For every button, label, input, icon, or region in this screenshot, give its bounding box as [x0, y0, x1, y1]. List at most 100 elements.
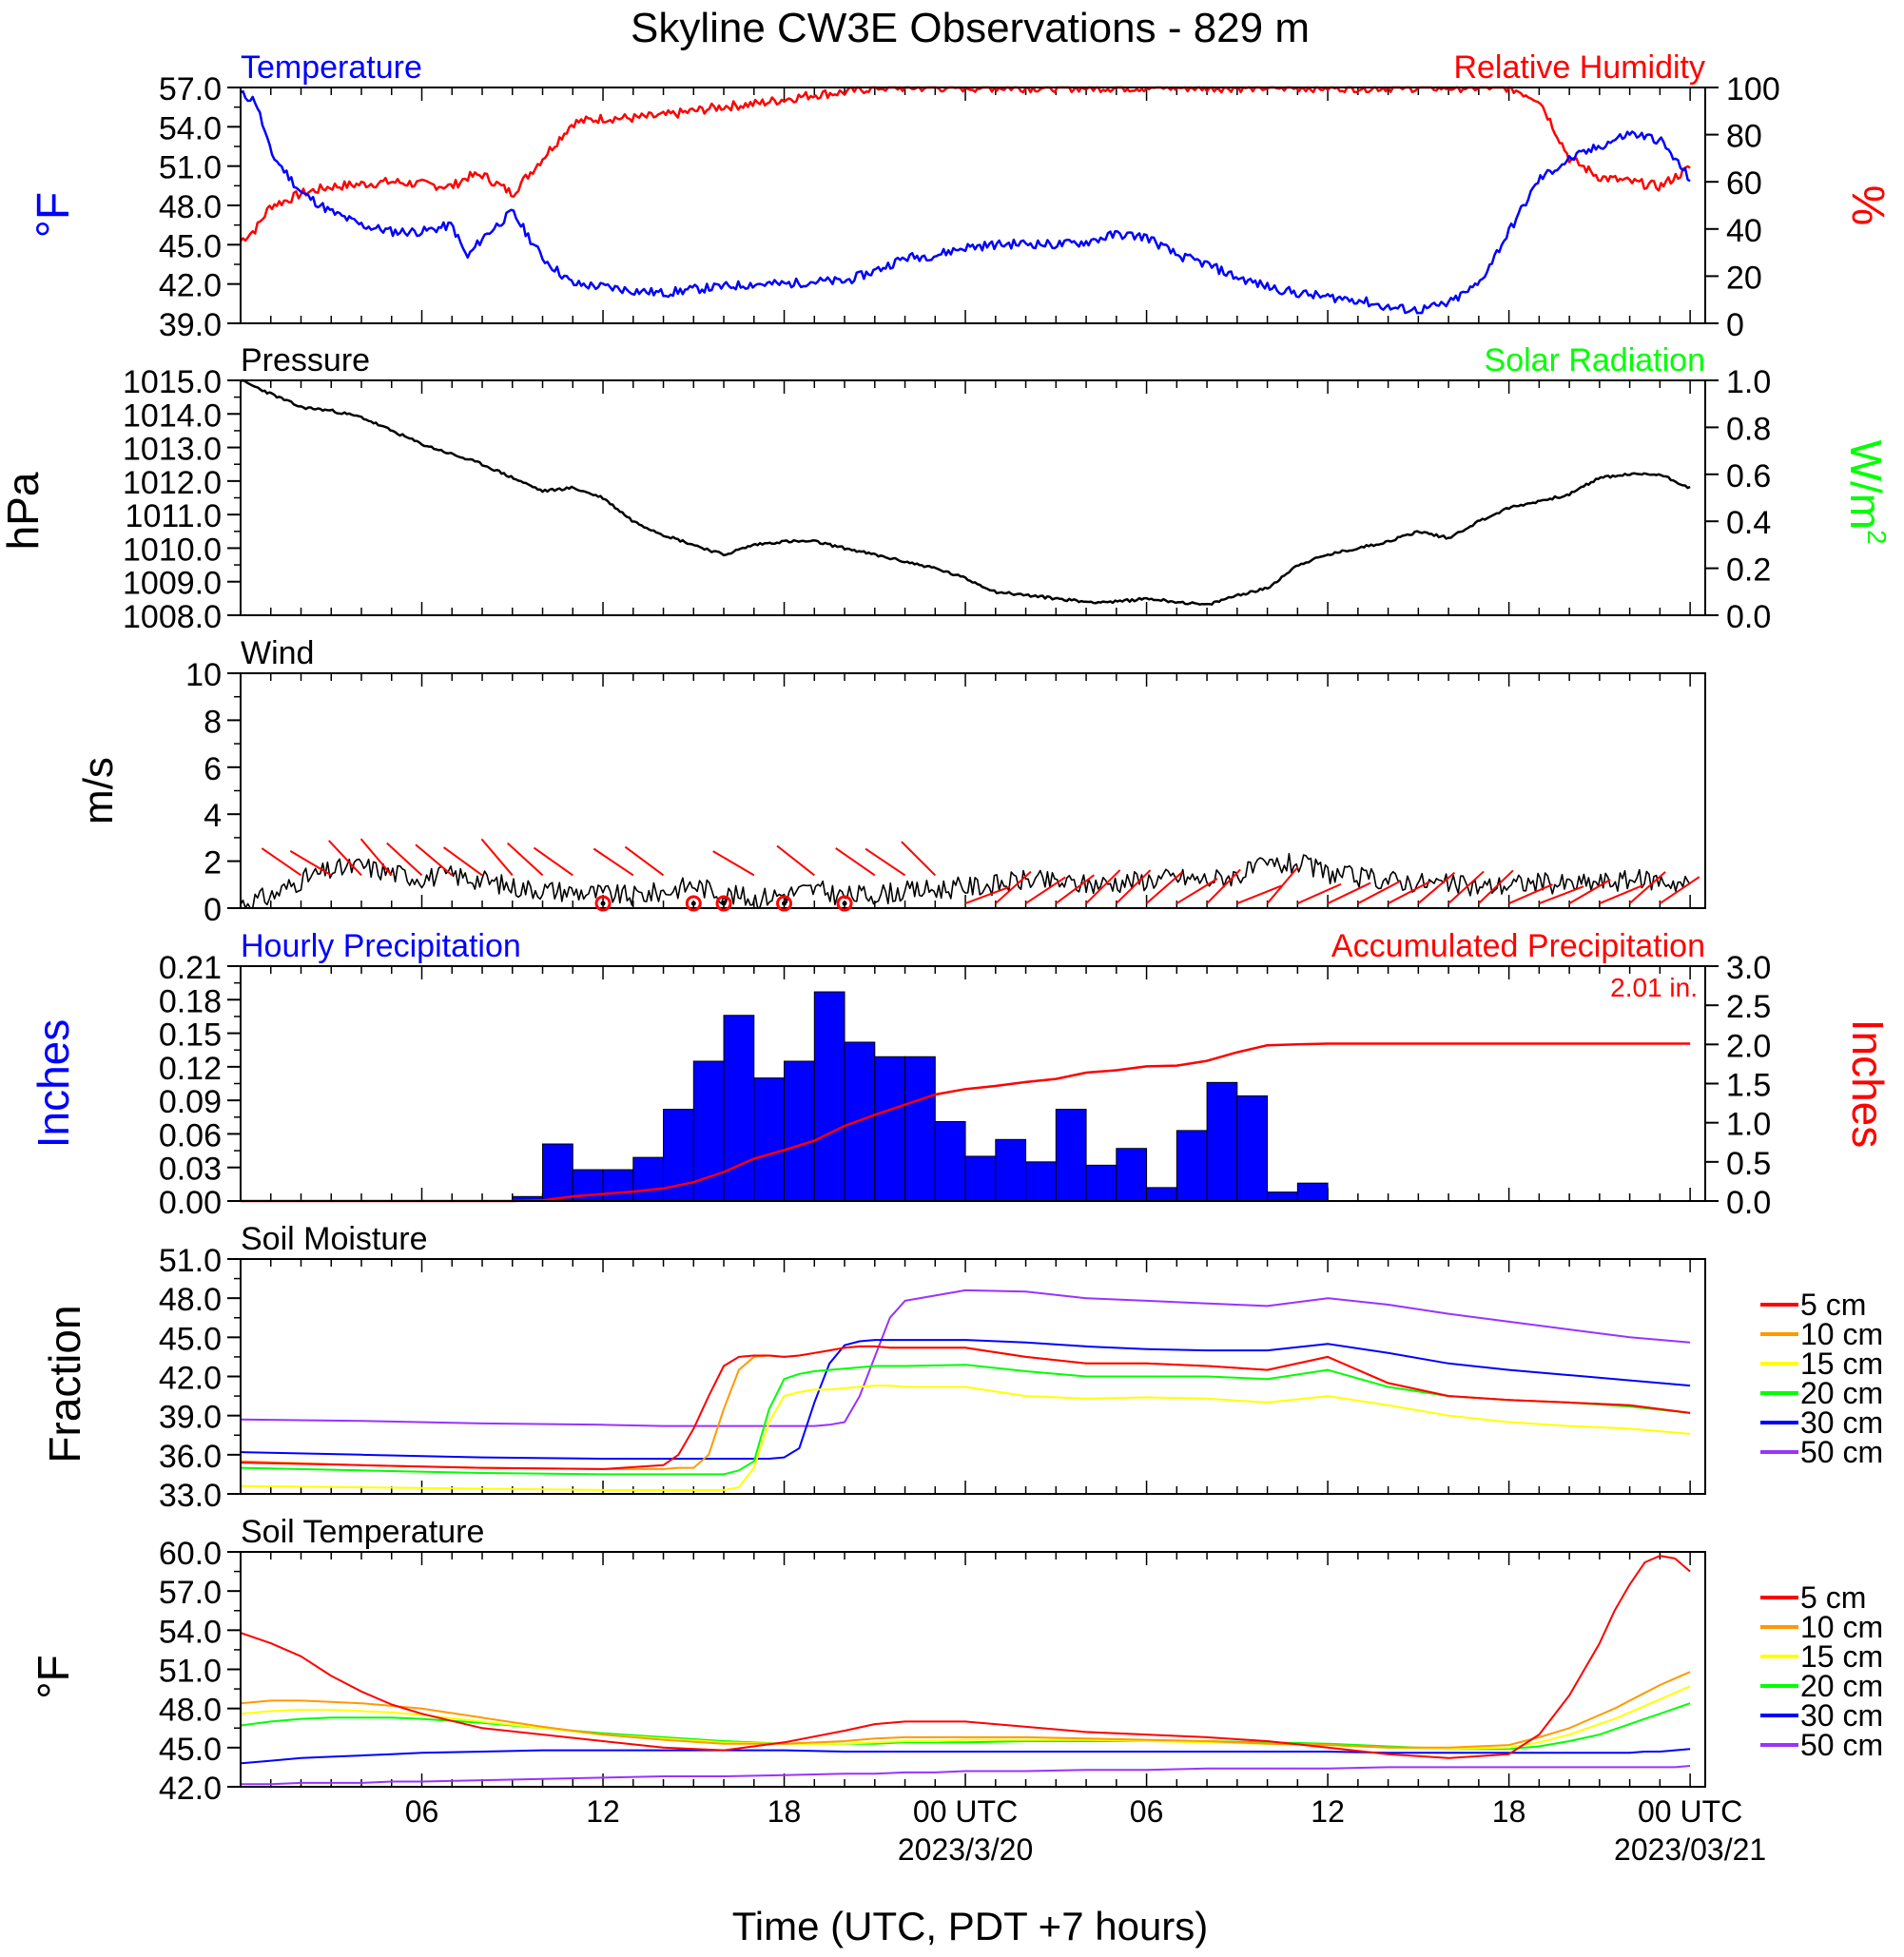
- panels: 57.054.051.048.045.042.039.0100806040200…: [0, 49, 1893, 1807]
- precip-bar: [964, 1155, 997, 1202]
- wind-barb: [289, 850, 332, 877]
- legend-label: 5 cm: [1800, 1288, 1866, 1322]
- panel-precipitation: 0.210.180.150.120.090.060.030.003.02.52.…: [29, 928, 1893, 1221]
- y-tick-label-left: 42.0: [159, 268, 222, 304]
- precip-bar: [542, 1143, 573, 1202]
- y-tick-label-left: 0.00: [159, 1185, 222, 1221]
- soil-line-10cm: [240, 1671, 1691, 1749]
- soil-line-15cm: [240, 1385, 1691, 1491]
- precip-bar: [632, 1156, 665, 1202]
- y-tick-label-left: 60.0: [159, 1536, 222, 1572]
- y-tick-label-left: 0.18: [159, 983, 222, 1019]
- soil-line-20cm: [240, 1702, 1691, 1751]
- wind-barb: [1478, 869, 1514, 904]
- panel-title-left: Temperature: [241, 49, 422, 86]
- x-tick-label: 00 UTC: [913, 1794, 1018, 1829]
- precip-bar: [1025, 1161, 1057, 1202]
- precip-bar: [904, 1056, 936, 1202]
- wind-barb: [1568, 879, 1611, 904]
- x-tick-label: 12: [1311, 1794, 1345, 1829]
- y-tick-label-left: 2: [204, 845, 222, 882]
- y-axis-label-left: °F: [29, 192, 79, 239]
- wind-barb: [776, 844, 815, 877]
- y-tick-label-left: 45.0: [159, 1321, 222, 1357]
- y-tick-label-left: 39.0: [159, 1400, 222, 1436]
- wind-barb: [901, 841, 937, 877]
- x-tick-label: 18: [767, 1794, 802, 1829]
- y-tick-label-right: 1.5: [1726, 1068, 1771, 1104]
- calm-wind-marker: [776, 895, 793, 912]
- wind-barb: [1175, 878, 1218, 904]
- y-tick-label-left: 1012.0: [123, 465, 222, 501]
- panel-title-right: Accumulated Precipitation: [1331, 928, 1705, 964]
- wind-barb: [359, 838, 393, 877]
- precip-bar: [1206, 1081, 1238, 1202]
- date-label: 2023/3/20: [898, 1832, 1033, 1867]
- y-tick-label-left: 33.0: [159, 1478, 222, 1514]
- y-tick-label-right: 20: [1726, 260, 1762, 296]
- x-tick-label: 06: [405, 1794, 439, 1829]
- y-axis-label-left: hPa: [0, 472, 48, 550]
- y-tick-label-right: 60: [1726, 165, 1762, 202]
- y-tick-label-right: 0.0: [1726, 1185, 1771, 1221]
- y-tick-label-left: 8: [204, 704, 222, 740]
- precip-bar: [723, 1015, 755, 1202]
- wind-barb: [1599, 883, 1644, 904]
- y-tick-label-left: 39.0: [159, 307, 222, 343]
- wind-barb: [480, 838, 514, 877]
- y-tick-label-right: 0.0: [1726, 599, 1771, 635]
- precip-bar: [1116, 1148, 1148, 1202]
- y-tick-label-left: 0: [204, 892, 222, 928]
- soil-line-20cm: [240, 1364, 1691, 1476]
- y-tick-label-right: 1.0: [1726, 364, 1771, 400]
- soil-line-5cm: [240, 1345, 1691, 1470]
- legend-label: 50 cm: [1800, 1435, 1883, 1469]
- wind-barb: [1085, 869, 1121, 904]
- y-tick-label-left: 0.21: [159, 950, 222, 986]
- wind-barb: [1055, 874, 1096, 904]
- legend-label: 20 cm: [1800, 1376, 1883, 1410]
- wind-barb: [1327, 882, 1371, 904]
- y-tick-label-right: 0.5: [1726, 1146, 1771, 1182]
- wind-speed-line: [240, 852, 1691, 909]
- wind-barb: [1236, 884, 1282, 904]
- legend-label: 15 cm: [1800, 1639, 1883, 1674]
- soil-line-15cm: [240, 1685, 1691, 1751]
- wind-barb: [533, 846, 573, 877]
- pressure-line: [240, 378, 1691, 606]
- panel-title-left: Wind: [241, 635, 314, 671]
- calm-wind-marker: [715, 895, 732, 912]
- legend-label: 5 cm: [1800, 1580, 1866, 1615]
- y-tick-label-right: 2.5: [1726, 989, 1771, 1025]
- y-tick-label-right: 0: [1726, 307, 1744, 343]
- y-tick-label-left: 0.12: [159, 1051, 222, 1087]
- wind-barb: [1417, 871, 1456, 904]
- y-tick-label-left: 54.0: [159, 1614, 222, 1650]
- precip-bar: [813, 991, 845, 1202]
- panel-wind: 10 8 6 4 2 0 Wind m/s: [75, 635, 1706, 928]
- y-axis-label-left: Fraction: [40, 1305, 89, 1463]
- y-tick-label-left: 0.15: [159, 1017, 222, 1054]
- x-tick-label: 06: [1130, 1794, 1164, 1829]
- y-tick-label-left: 1008.0: [123, 599, 222, 635]
- wind-barb: [835, 847, 876, 877]
- wind-barb: [1296, 882, 1342, 904]
- y-tick-label-left: 42.0: [159, 1771, 222, 1807]
- chart-title: Skyline CW3E Observations - 829 m: [631, 5, 1310, 51]
- panel-temperature: 57.054.0 51.048.045.0 42.039.0 100 80 60 40 20 0…: [29, 49, 1893, 343]
- calm-wind-dot: [782, 901, 787, 906]
- panel-pressure: 1015.01014.01013.01012.01011.01010.01009…: [0, 342, 1892, 635]
- wind-barb: [1266, 866, 1299, 904]
- y-tick-label-left: 36.0: [159, 1439, 222, 1475]
- wind-barb: [507, 842, 544, 877]
- y-tick-label-left: 48.0: [159, 189, 222, 225]
- y-axis-label-right: W/m2: [1841, 440, 1892, 545]
- wind-barb: [1659, 876, 1700, 904]
- y-tick-label-left: 10: [185, 657, 222, 693]
- calm-wind-dot: [600, 901, 606, 906]
- y-tick-label-left: 45.0: [159, 228, 222, 264]
- wind-barb: [1206, 868, 1241, 904]
- wind-barb: [1145, 871, 1183, 904]
